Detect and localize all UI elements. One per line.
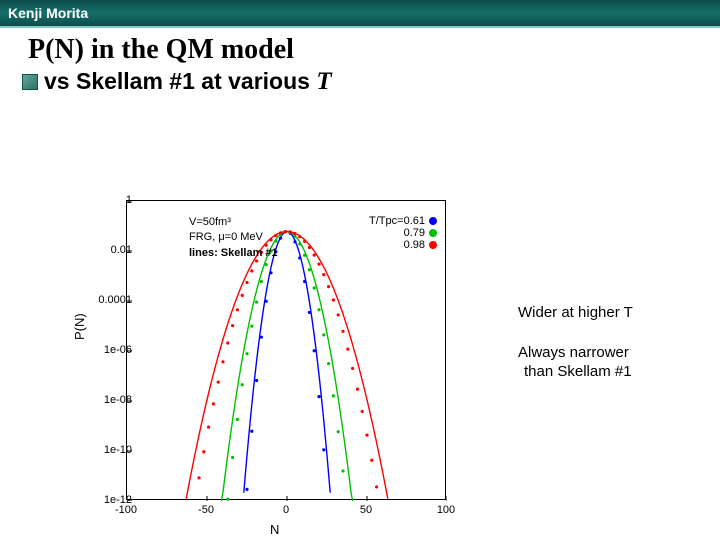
xtick: -100 [111, 504, 141, 516]
annotation-narrower: Always narrower than Skellam #1 [518, 344, 632, 382]
ytick: 0.0001 [82, 294, 132, 306]
subtitle-var: T [316, 68, 331, 95]
annotation-wider: Wider at higher T [518, 304, 633, 321]
subtitle-prefix: vs Skellam #1 at various [44, 68, 316, 94]
legend-right-label-1: 0.79 [404, 227, 425, 239]
title-row: P(N) in the QM model [0, 28, 720, 66]
annotation-narrower-l2: than Skellam #1 [518, 363, 632, 382]
legend-right-0: T/Tpc=0.61 [369, 215, 437, 227]
xtick: 50 [351, 504, 381, 516]
y-axis-label: P(N) [72, 313, 87, 340]
author-name: Kenji Morita [8, 5, 88, 21]
subtitle-row: vs Skellam #1 at various T [0, 66, 720, 96]
xtick: -50 [191, 504, 221, 516]
legend-left-2: lines: Skellam #1 [189, 246, 278, 261]
legend-right-2: 0.98 [369, 239, 437, 251]
xtick: 0 [271, 504, 301, 516]
plot-area: V=50fm³ FRG, μ=0 MeV lines: Skellam #1 T… [126, 200, 446, 500]
ytick: 1e-08 [82, 394, 132, 406]
legend-right-1: 0.79 [369, 227, 437, 239]
legend-right-label-2: 0.98 [404, 239, 425, 251]
legend-left-1: FRG, μ=0 MeV [189, 230, 278, 245]
ytick: 1 [82, 194, 132, 206]
slide-title: P(N) in the QM model [28, 34, 294, 65]
legend-left: V=50fm³ FRG, μ=0 MeV lines: Skellam #1 [189, 215, 278, 261]
header-bar: Kenji Morita [0, 0, 720, 28]
ytick: 0.01 [82, 244, 132, 256]
subtitle: vs Skellam #1 at various T [44, 68, 332, 96]
ytick: 1e-06 [82, 344, 132, 356]
legend-right-title: T/Tpc=0.61 [369, 215, 425, 227]
x-axis-label: N [270, 522, 279, 537]
legend-sym-0 [429, 217, 437, 225]
annotation-narrower-l1: Always narrower [518, 344, 632, 363]
bullet-icon [22, 74, 38, 90]
chart: V=50fm³ FRG, μ=0 MeV lines: Skellam #1 T… [70, 190, 460, 540]
legend-sym-1 [429, 229, 437, 237]
xtick: 100 [431, 504, 461, 516]
ytick: 1e-10 [82, 444, 132, 456]
legend-left-0: V=50fm³ [189, 215, 278, 230]
legend-sym-2 [429, 241, 437, 249]
legend-right: T/Tpc=0.61 0.79 0.98 [369, 215, 437, 251]
